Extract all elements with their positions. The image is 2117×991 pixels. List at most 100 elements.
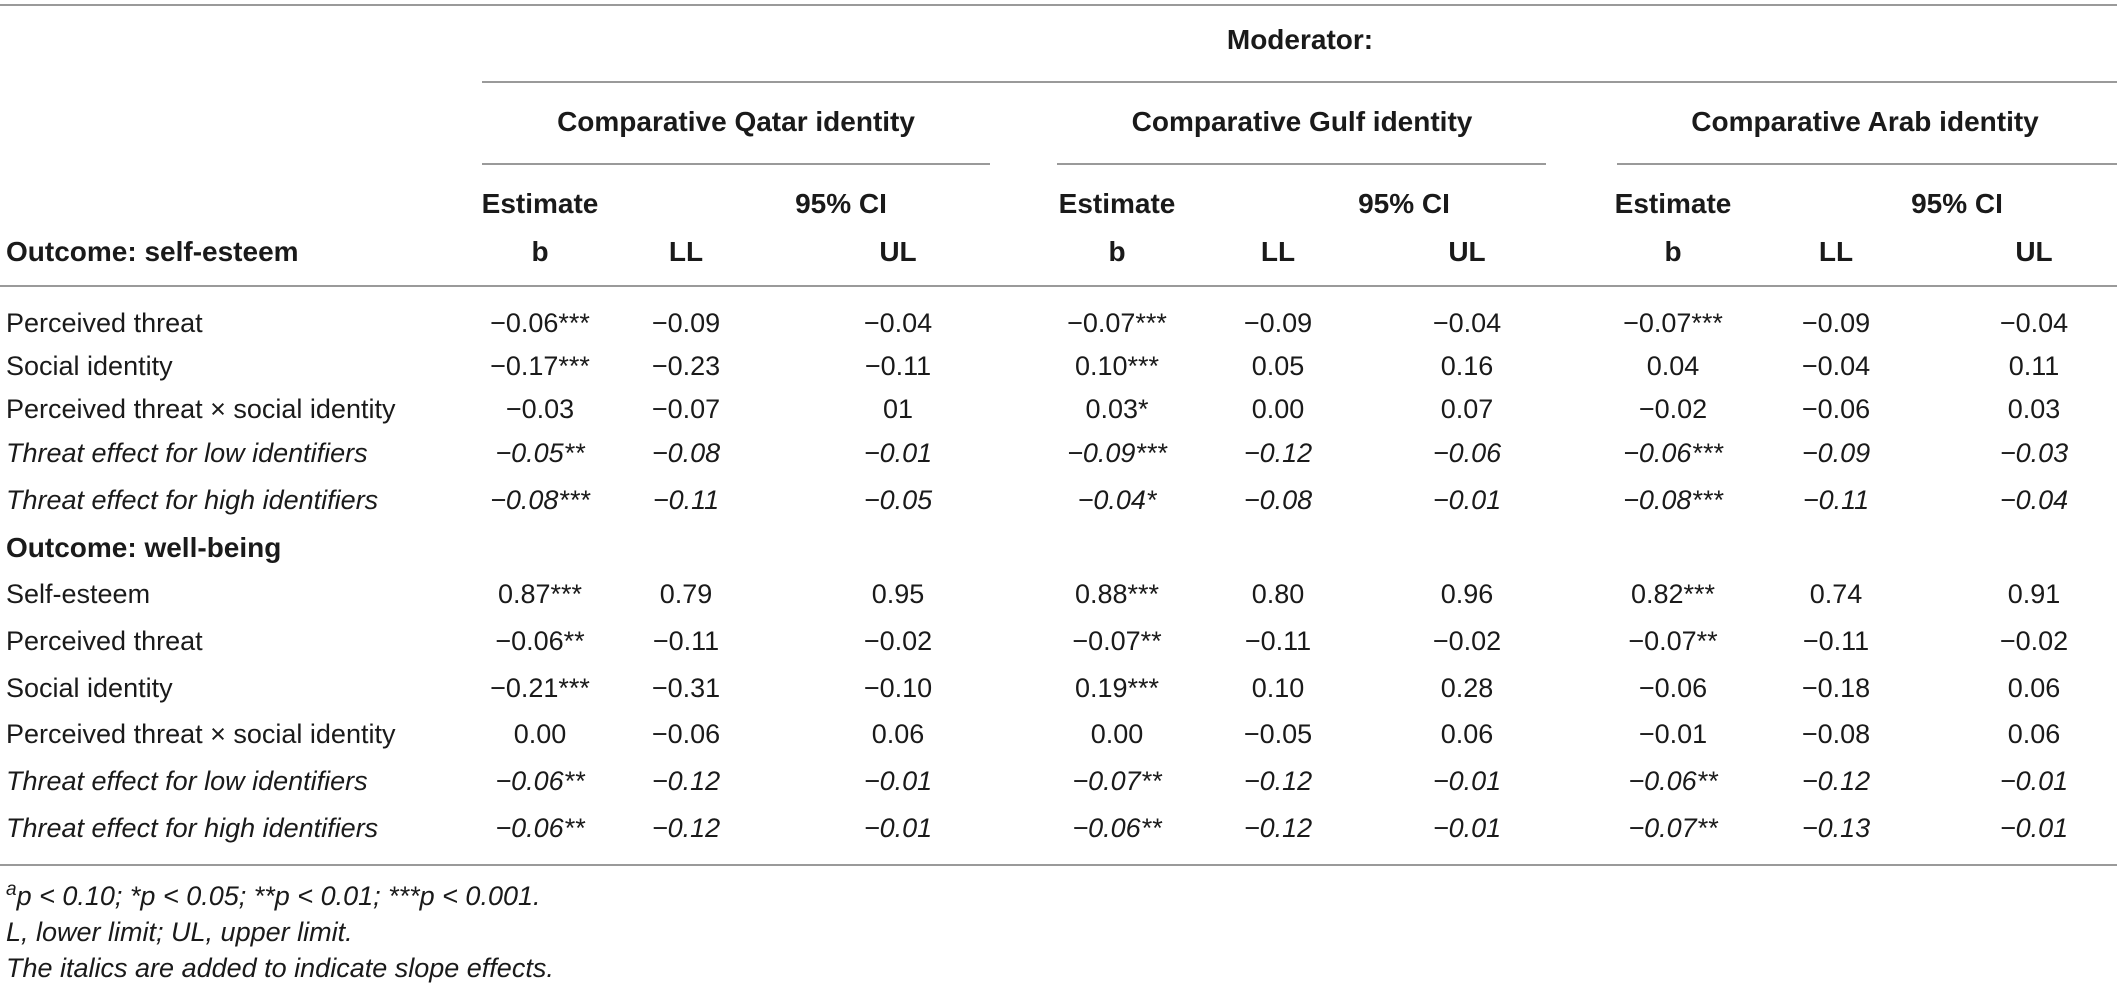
outcome-self-esteem-heading: Outcome: self-esteem: [6, 236, 299, 267]
cell-ll-gulf: −0.11: [1244, 626, 1312, 656]
cell-b-qatar: 0.00: [513, 719, 567, 749]
cell-ul-gulf: 0.07: [1440, 394, 1494, 424]
cell-b-gulf: −0.04*: [1077, 485, 1157, 515]
row-label: Perceived threat: [6, 626, 203, 656]
estimate-heading-arab: Estimate: [1614, 188, 1732, 219]
ci-heading-qatar: 95% CI: [795, 188, 887, 219]
cell-ll-qatar: −0.06: [651, 719, 721, 749]
cell-b-gulf: 0.88***: [1074, 579, 1160, 609]
footnote-sup: a: [6, 879, 17, 900]
cell-ll-qatar: −0.12: [651, 813, 721, 843]
top-rule: [0, 4, 2117, 6]
cell-b-arab: −0.02: [1638, 394, 1708, 424]
cell-ll-arab: −0.18: [1801, 673, 1871, 703]
cell-ul-gulf: −0.04: [1432, 308, 1502, 338]
cell-ul-arab: 0.91: [2007, 579, 2061, 609]
cell-b-arab: −0.08***: [1623, 485, 1723, 515]
cell-b-gulf: −0.06**: [1072, 813, 1162, 843]
footnote-significance: ap < 0.10; *p < 0.05; **p < 0.01; ***p <…: [6, 880, 541, 912]
cell-b-qatar: −0.06**: [495, 626, 585, 656]
cell-ul-arab: −0.03: [1999, 438, 2069, 468]
ll-heading-gulf: LL: [1260, 236, 1296, 267]
cell-b-qatar: −0.21***: [490, 673, 590, 703]
group-heading-gulf: Comparative Gulf identity: [1131, 106, 1473, 137]
ci-heading-gulf: 95% CI: [1358, 188, 1450, 219]
ul-heading-qatar: UL: [879, 236, 917, 267]
cell-ll-arab: −0.09: [1801, 438, 1871, 468]
cell-b-qatar: −0.05**: [495, 438, 585, 468]
b-heading-qatar: b: [531, 236, 549, 267]
cell-ll-arab: −0.11: [1802, 626, 1870, 656]
cell-ul-gulf: −0.02: [1432, 626, 1502, 656]
cell-ll-qatar: −0.12: [651, 766, 721, 796]
cell-b-gulf: 0.19***: [1074, 673, 1160, 703]
row-label: Perceived threat × social identity: [6, 394, 396, 424]
cell-ul-gulf: −0.01: [1432, 813, 1502, 843]
cell-ul-arab: −0.01: [1999, 766, 2069, 796]
cell-b-arab: 0.82***: [1630, 579, 1716, 609]
cell-ul-gulf: 0.28: [1440, 673, 1494, 703]
cell-ll-arab: −0.13: [1801, 813, 1871, 843]
ll-heading-arab: LL: [1818, 236, 1854, 267]
b-heading-gulf: b: [1108, 236, 1126, 267]
row-label: Social identity: [6, 673, 173, 703]
cell-ll-gulf: −0.08: [1243, 485, 1313, 515]
cell-ul-qatar: 0.06: [871, 719, 925, 749]
row-label: Self-esteem: [6, 579, 151, 609]
cell-ll-arab: −0.09: [1801, 308, 1871, 338]
cell-ll-gulf: 0.05: [1251, 351, 1305, 381]
cell-b-arab: −0.07**: [1628, 813, 1718, 843]
cell-ll-gulf: 0.80: [1251, 579, 1305, 609]
cell-ul-arab: −0.02: [1999, 626, 2069, 656]
group-rule-gulf: [1057, 163, 1546, 165]
cell-ul-qatar: −0.04: [863, 308, 933, 338]
cell-ll-qatar: −0.23: [651, 351, 721, 381]
cell-b-gulf: 0.03*: [1085, 394, 1149, 424]
header-bottom-rule: [0, 285, 2117, 287]
cell-ll-arab: 0.74: [1809, 579, 1863, 609]
footnote-limits: L, lower limit; UL, upper limit.: [6, 917, 353, 947]
cell-ul-gulf: −0.06: [1432, 438, 1502, 468]
cell-ll-gulf: −0.12: [1243, 813, 1313, 843]
cell-ul-arab: 0.03: [2007, 394, 2061, 424]
b-heading-arab: b: [1664, 236, 1682, 267]
table-bottom-rule: [0, 864, 2117, 866]
cell-b-qatar: −0.03: [505, 394, 575, 424]
cell-ll-qatar: −0.08: [651, 438, 721, 468]
cell-b-qatar: −0.06**: [495, 766, 585, 796]
cell-b-arab: 0.04: [1646, 351, 1700, 381]
row-label: Threat effect for low identifiers: [6, 766, 368, 796]
cell-b-arab: −0.07***: [1623, 308, 1723, 338]
ul-heading-gulf: UL: [1448, 236, 1486, 267]
cell-b-gulf: 0.10***: [1074, 351, 1160, 381]
cell-ll-arab: −0.06: [1801, 394, 1871, 424]
cell-b-qatar: −0.06***: [490, 308, 590, 338]
cell-ul-gulf: 0.06: [1440, 719, 1494, 749]
cell-b-qatar: −0.17***: [490, 351, 590, 381]
cell-b-gulf: −0.07**: [1072, 766, 1162, 796]
row-label: Perceived threat: [6, 308, 203, 338]
cell-ll-qatar: −0.31: [651, 673, 721, 703]
cell-ul-qatar: −0.11: [864, 351, 932, 381]
cell-b-arab: −0.07**: [1628, 626, 1718, 656]
cell-ll-gulf: −0.05: [1243, 719, 1313, 749]
cell-ll-qatar: −0.09: [651, 308, 721, 338]
row-label: Threat effect for high identifiers: [6, 485, 379, 515]
moderator-heading: Moderator:: [1226, 24, 1374, 55]
estimate-heading-gulf: Estimate: [1058, 188, 1176, 219]
group-heading-arab: Comparative Arab identity: [1691, 106, 2039, 137]
cell-ul-arab: −0.04: [1999, 308, 2069, 338]
cell-ul-gulf: 0.96: [1440, 579, 1494, 609]
cell-ul-qatar: 01: [882, 394, 914, 424]
cell-b-arab: −0.06**: [1628, 766, 1718, 796]
cell-ul-gulf: 0.16: [1440, 351, 1494, 381]
cell-b-gulf: −0.07***: [1067, 308, 1167, 338]
cell-ul-arab: 0.06: [2007, 673, 2061, 703]
row-label: Social identity: [6, 351, 173, 381]
cell-ll-arab: −0.04: [1801, 351, 1871, 381]
ci-heading-arab: 95% CI: [1911, 188, 2003, 219]
cell-ul-arab: −0.04: [1999, 485, 2069, 515]
outcome-well-being-heading: Outcome: well-being: [6, 532, 282, 563]
cell-ul-qatar: −0.01: [863, 766, 933, 796]
cell-ll-arab: −0.08: [1801, 719, 1871, 749]
